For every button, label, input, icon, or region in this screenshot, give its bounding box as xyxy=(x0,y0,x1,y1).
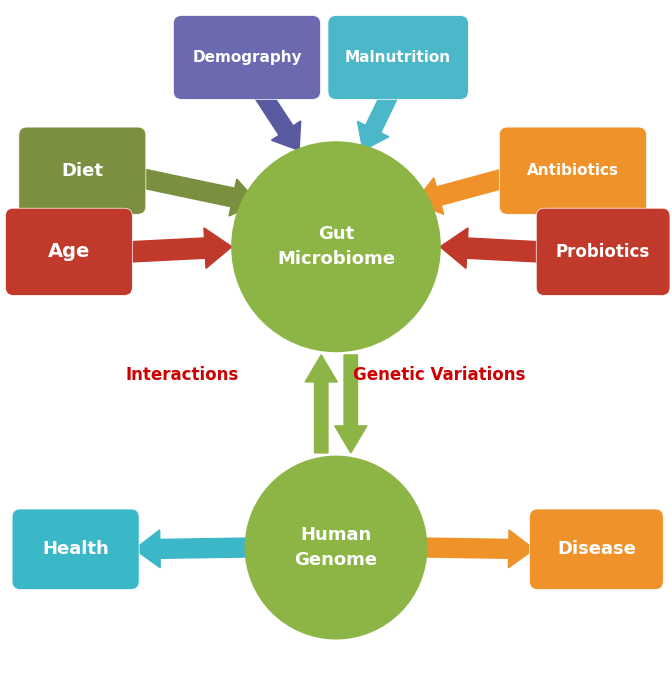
FancyArrow shape xyxy=(134,530,245,568)
FancyArrow shape xyxy=(305,355,337,453)
FancyArrow shape xyxy=(440,228,538,268)
Text: Age: Age xyxy=(48,242,90,262)
FancyBboxPatch shape xyxy=(5,208,132,295)
Text: Interactions: Interactions xyxy=(125,366,239,384)
FancyBboxPatch shape xyxy=(536,208,670,295)
FancyArrow shape xyxy=(427,530,534,568)
FancyBboxPatch shape xyxy=(530,509,663,589)
FancyBboxPatch shape xyxy=(19,127,146,214)
Text: Demography: Demography xyxy=(192,50,302,65)
FancyBboxPatch shape xyxy=(499,127,646,214)
Text: Genetic Variations: Genetic Variations xyxy=(353,366,526,384)
FancyBboxPatch shape xyxy=(173,16,321,99)
Text: Health: Health xyxy=(42,540,109,558)
Text: Gut
Microbiome: Gut Microbiome xyxy=(277,225,395,268)
FancyArrow shape xyxy=(130,228,232,268)
Text: Malnutrition: Malnutrition xyxy=(345,50,451,65)
FancyArrow shape xyxy=(335,355,367,453)
FancyArrow shape xyxy=(136,168,258,216)
Text: Disease: Disease xyxy=(557,540,636,558)
Text: Diet: Diet xyxy=(61,162,103,180)
Text: Human
Genome: Human Genome xyxy=(294,526,378,569)
Circle shape xyxy=(232,142,440,352)
Text: Antibiotics: Antibiotics xyxy=(527,163,619,178)
FancyArrow shape xyxy=(253,87,300,150)
FancyBboxPatch shape xyxy=(12,509,139,589)
FancyArrow shape xyxy=(414,168,510,214)
FancyBboxPatch shape xyxy=(328,16,468,99)
FancyArrow shape xyxy=(358,88,399,150)
Text: Probiotics: Probiotics xyxy=(556,243,650,261)
Circle shape xyxy=(245,456,427,639)
